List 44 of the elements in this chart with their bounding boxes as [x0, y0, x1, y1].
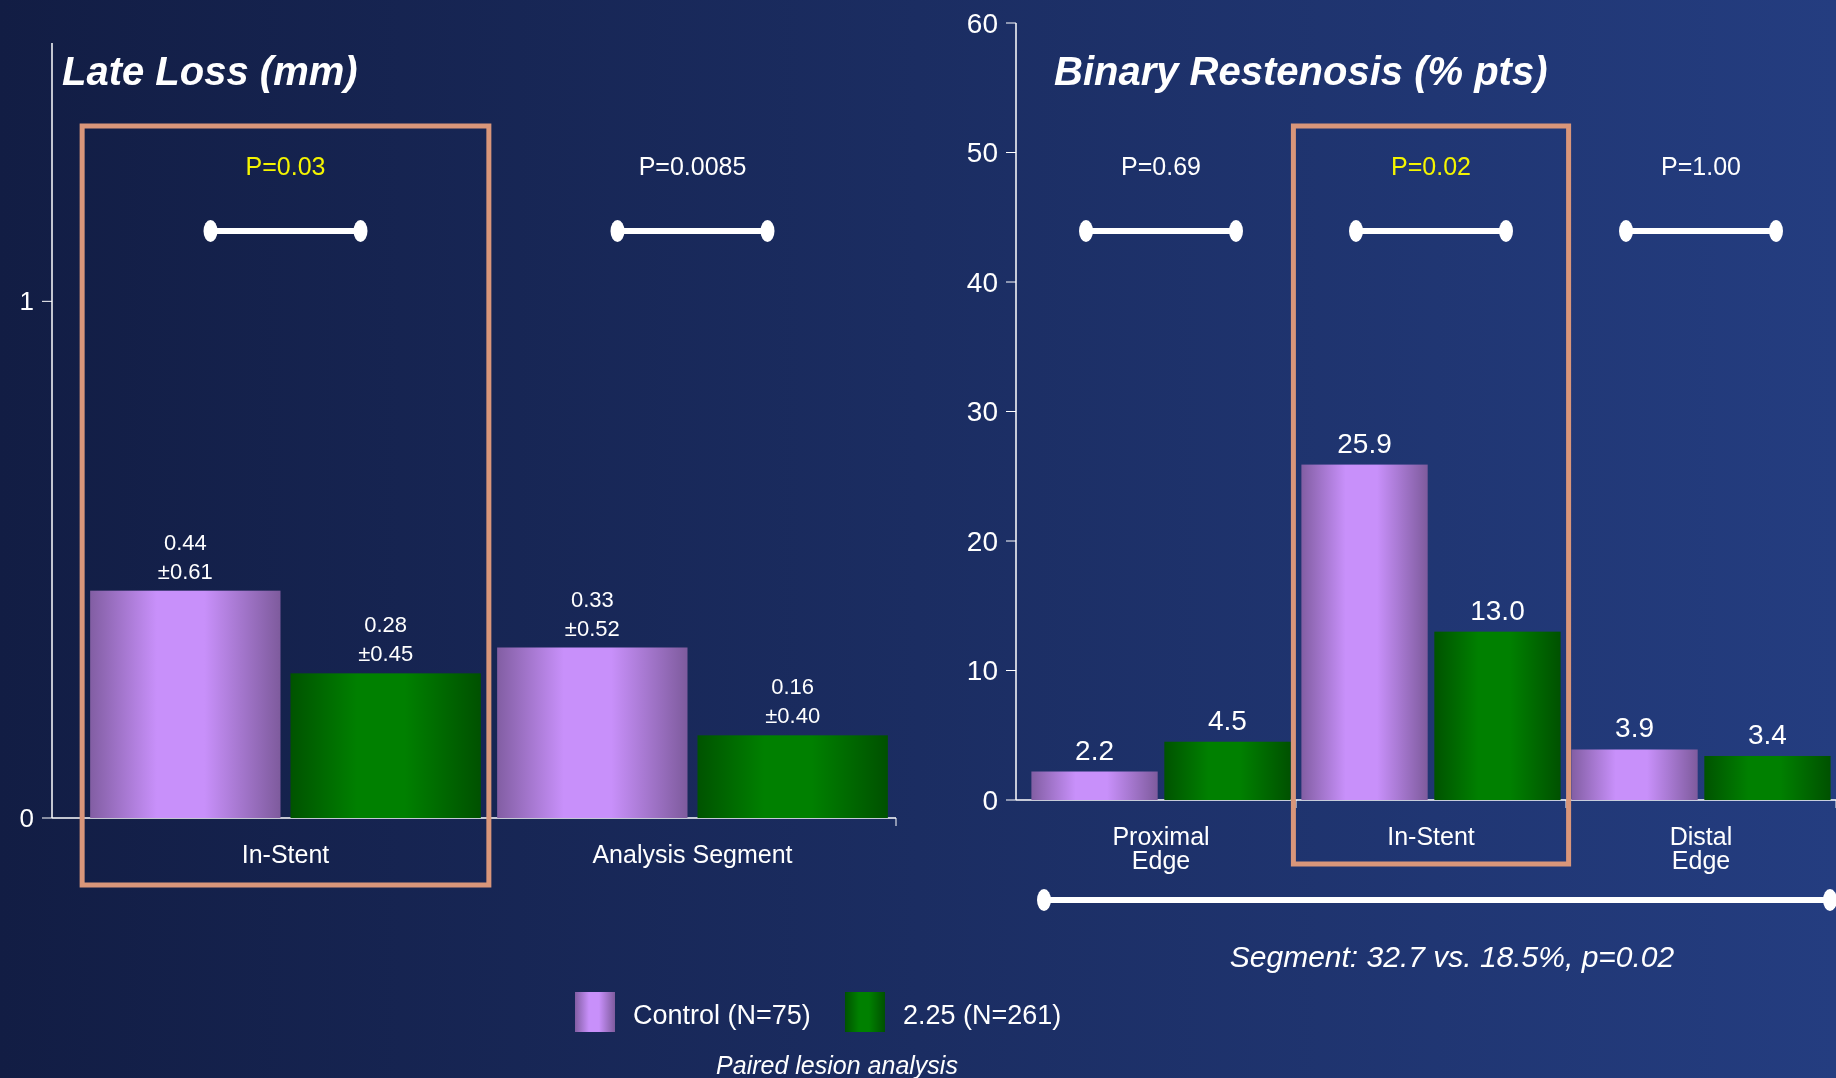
bar	[697, 735, 888, 818]
y-tick-label: 10	[966, 655, 998, 687]
data-label: 2.2	[1075, 734, 1115, 766]
annotation: P=0.02	[1391, 152, 1471, 180]
annotation: P=0.03	[245, 152, 326, 180]
data-label: 0.16 ±0.40	[765, 674, 821, 729]
data-label: 0.28 ±0.45	[358, 612, 414, 667]
data-label: 3.4	[1747, 718, 1787, 750]
bar	[290, 673, 481, 818]
annotation: P=0.69	[1121, 152, 1201, 180]
bar	[497, 647, 688, 818]
data-label: 0.33 ±0.52	[564, 586, 620, 641]
text: Binary Restenosis (% pts)	[1054, 49, 1548, 93]
x-tick-label: Distal Edge	[1669, 822, 1733, 874]
y-tick-label: 40	[966, 266, 998, 298]
bar	[1434, 631, 1561, 800]
legend-label: Control (N=75)	[633, 1000, 811, 1030]
legend-label: 2.25 (N=261)	[903, 1000, 1062, 1030]
y-tick-label: 60	[966, 7, 998, 39]
bar	[1164, 741, 1291, 800]
data-label: 4.5	[1207, 704, 1247, 736]
bar	[90, 590, 281, 818]
annotation: P=1.00	[1661, 152, 1741, 180]
y-tick-label: 0	[982, 784, 998, 816]
y-tick-label: 30	[966, 396, 998, 428]
chart-title: Late Loss (mm)	[62, 49, 358, 93]
data-label: 3.9	[1615, 712, 1655, 744]
x-tick-label: In-Stent	[1387, 822, 1475, 850]
data-label: 25.9	[1337, 427, 1392, 459]
text: Segment: 32.7 vs. 18.5%, p=0.02	[1229, 940, 1675, 973]
y-tick-label: 1	[19, 286, 34, 317]
x-tick-label: In-Stent	[241, 840, 330, 868]
x-tick-label: Proximal Edge	[1112, 822, 1210, 874]
data-label: 0.44 ±0.61	[157, 529, 213, 584]
annotation: P=0.0085	[638, 152, 747, 180]
bar	[1571, 749, 1698, 800]
bar	[1301, 464, 1428, 800]
bar	[1031, 771, 1158, 800]
y-tick-label: 50	[966, 137, 998, 169]
y-tick-label: 20	[966, 525, 998, 557]
data-label: 13.0	[1470, 594, 1525, 626]
x-tick-label: Analysis Segment	[592, 840, 793, 868]
y-tick-label: 0	[19, 803, 34, 834]
bar	[1704, 755, 1831, 800]
